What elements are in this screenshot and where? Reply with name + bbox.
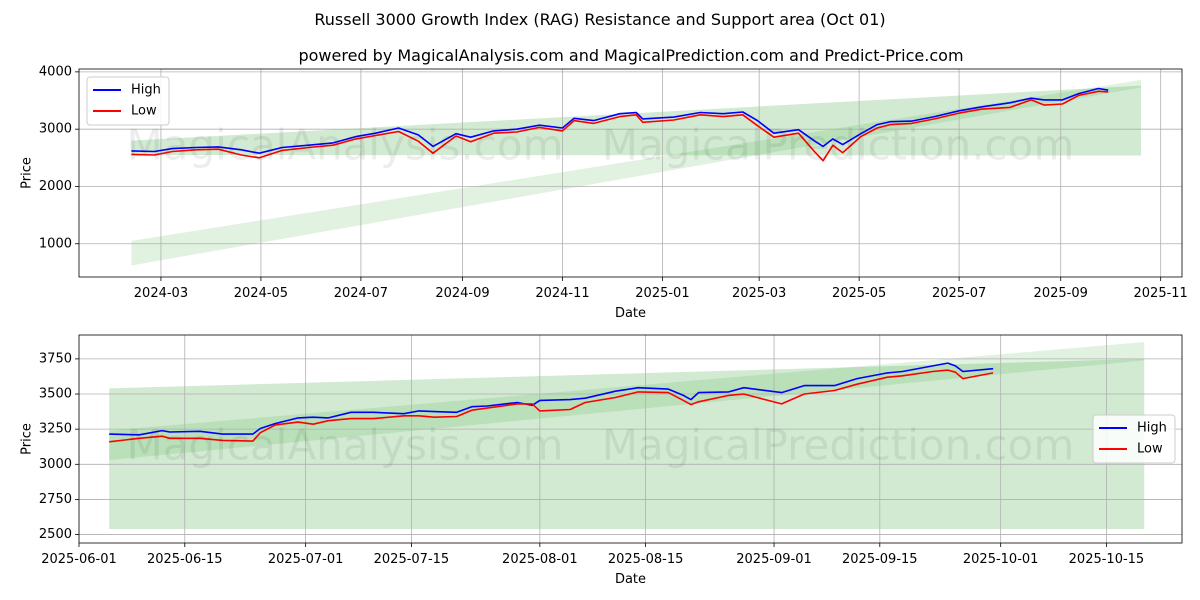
axes-frame — [78, 68, 1183, 278]
series-low-line — [109, 369, 994, 443]
watermark-left: MagicalAnalysis.com — [127, 121, 564, 170]
x-axis-label: Date — [615, 572, 646, 587]
series-high-line — [131, 87, 1109, 154]
y-tick-label-1: 2750 — [39, 492, 72, 507]
x-tick-label-2: 2025-07-01 — [268, 552, 344, 567]
x-tick-label-6: 2025-09-01 — [736, 552, 812, 567]
y-tick-label-2: 3000 — [39, 122, 72, 137]
band-1 — [109, 342, 1145, 461]
legend-label-high: High — [1137, 421, 1167, 436]
watermark-left: MagicalAnalysis.com — [127, 421, 564, 470]
series-high-line — [109, 362, 994, 436]
y-axis-label: Price — [20, 423, 35, 455]
plot-area — [79, 335, 1182, 543]
x-tick-label-6: 2025-03 — [732, 286, 786, 301]
plot-area — [79, 69, 1182, 277]
x-tick-label-1: 2024-05 — [234, 286, 288, 301]
legend-label-high: High — [131, 83, 161, 98]
band-1 — [131, 79, 1142, 266]
y-tick-label-1: 2000 — [39, 179, 72, 194]
x-tick-label-4: 2025-08-01 — [502, 552, 578, 567]
x-tick-label-10: 2025-11 — [1134, 286, 1188, 301]
x-tick-label-7: 2025-05 — [832, 286, 886, 301]
band-0 — [109, 358, 1145, 529]
y-tick-label-3: 4000 — [39, 64, 72, 79]
chart-subtitle: powered by MagicalAnalysis.com and Magic… — [298, 46, 963, 65]
x-tick-label-2: 2024-07 — [334, 286, 388, 301]
x-axis-label: Date — [615, 306, 646, 321]
x-tick-label-1: 2025-06-15 — [147, 552, 223, 567]
x-tick-label-7: 2025-09-15 — [842, 552, 918, 567]
x-tick-label-0: 2025-06-01 — [41, 552, 117, 567]
legend: High Low — [1092, 414, 1176, 464]
x-tick-label-8: 2025-10-01 — [963, 552, 1039, 567]
x-tick-label-9: 2025-09 — [1034, 286, 1088, 301]
bottom-panel: MagicalAnalysis.com MagicalPrediction.com… — [20, 334, 1183, 587]
x-tick-label-9: 2025-10-15 — [1069, 552, 1145, 567]
band-0 — [131, 85, 1142, 156]
top-panel: MagicalAnalysis.com MagicalPrediction.com… — [20, 64, 1188, 321]
y-tick-label-0: 1000 — [39, 236, 72, 251]
y-tick-label-4: 3500 — [39, 387, 72, 402]
legend-label-low: Low — [1137, 442, 1163, 457]
series-low-line — [131, 90, 1109, 162]
x-tick-label-3: 2025-07-15 — [374, 552, 450, 567]
legend: High Low — [86, 76, 170, 126]
chart-title: Russell 3000 Growth Index (RAG) Resistan… — [314, 10, 885, 29]
y-tick-label-5: 3750 — [39, 351, 72, 366]
x-tick-label-0: 2024-03 — [134, 286, 188, 301]
axes-frame — [78, 334, 1183, 544]
watermark-right: MagicalPrediction.com — [602, 421, 1075, 470]
watermark-right: MagicalPrediction.com — [602, 121, 1075, 170]
y-tick-label-3: 3250 — [39, 422, 72, 437]
x-tick-label-5: 2025-01 — [635, 286, 689, 301]
x-tick-label-8: 2025-07 — [932, 286, 986, 301]
legend-label-low: Low — [131, 104, 157, 119]
x-tick-label-3: 2024-09 — [435, 286, 489, 301]
y-axis-label: Price — [20, 157, 35, 189]
y-tick-label-0: 2500 — [39, 527, 72, 542]
y-tick-label-2: 3000 — [39, 457, 72, 472]
x-tick-label-4: 2024-11 — [535, 286, 589, 301]
x-tick-label-5: 2025-08-15 — [608, 552, 684, 567]
